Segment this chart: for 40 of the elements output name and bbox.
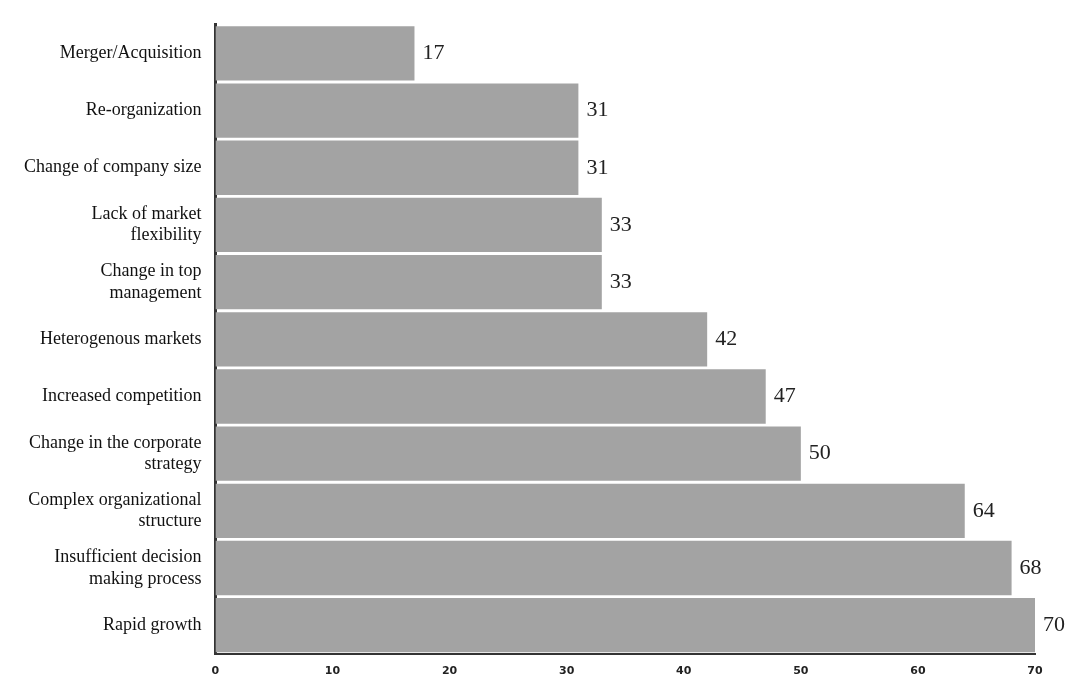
data-label: 47 [773,382,796,408]
x-tick-label: 40 [676,664,692,678]
x-tick-label: 70 [1027,664,1043,678]
y-tick-label: Insufficient decision making process [54,545,202,588]
y-tick-label: Lack of market flexibility [91,202,202,245]
bar [215,26,415,81]
data-label: 70 [1043,610,1065,636]
y-tick-label: Rapid growth [102,613,202,634]
bar [215,83,579,138]
data-label: 64 [972,496,995,522]
x-tick-label: 60 [910,664,926,678]
y-tick-label: Re-organization [85,99,202,120]
bar [215,540,1012,596]
y-tick-label: Heterogenous markets [39,328,202,349]
x-tick-label: 20 [441,664,458,678]
data-label: 50 [808,439,831,465]
y-tick-label: Change of company size [23,156,202,177]
bar [215,312,708,367]
bar [215,426,801,481]
bar [215,369,766,424]
x-tick-label: 10 [324,664,341,678]
data-label: 68 [1019,553,1042,579]
y-tick-label: Merger/Acquisition [59,42,202,63]
x-tick-label: 50 [793,664,809,678]
bar [215,197,602,253]
data-label: 33 [609,210,632,236]
data-label: 42 [715,325,738,351]
data-label: 33 [609,267,632,293]
bar [215,254,602,310]
x-tick-label: 30 [559,664,575,678]
bar [215,140,579,195]
y-tick-label: Change in the corporate strategy [29,431,202,474]
y-tick-label: Increased competition [42,385,202,406]
bar [215,483,965,539]
y-tick-label: Complex organizational structure [28,488,202,531]
data-label: 31 [586,153,609,179]
data-label: 31 [586,96,609,122]
data-label: 17 [422,39,445,65]
x-tick-label: 0 [211,664,220,678]
y-tick-label: Change in top management [100,260,202,302]
